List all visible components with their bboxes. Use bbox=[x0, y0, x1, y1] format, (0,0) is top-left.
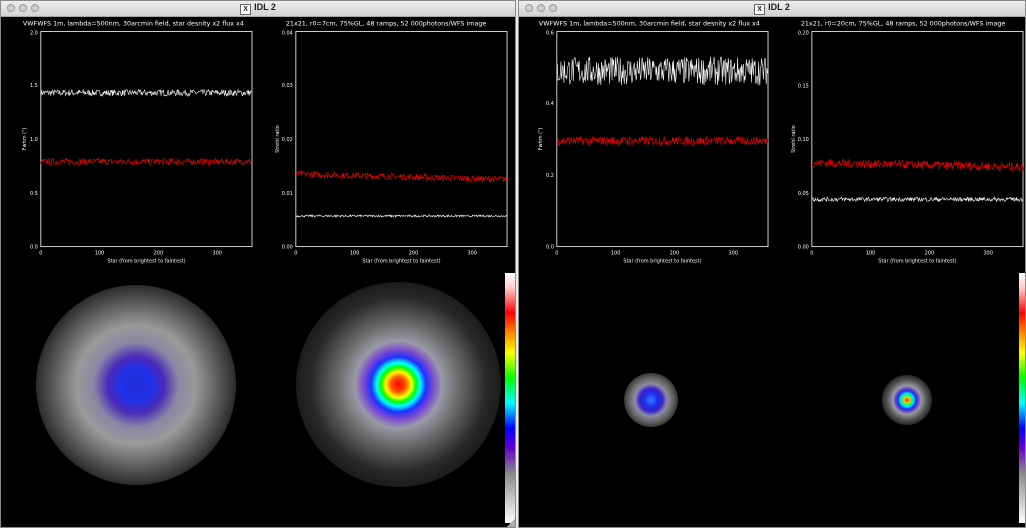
plot-frame bbox=[40, 31, 253, 248]
x-tick-label: 100 bbox=[95, 251, 104, 257]
x-tick-label: 300 bbox=[983, 251, 992, 257]
close-button[interactable] bbox=[7, 4, 15, 12]
plot-title: 21x21, r0=20cm, 75%GL, 48 ramps, 52 000p… bbox=[801, 20, 1006, 28]
series-line-1 bbox=[295, 213, 508, 218]
idl-window-2[interactable]: X IDL 2 VWFWFS 1m, lambda=500nm, 30arcmin… bbox=[518, 0, 1026, 528]
y-tick-label: 0.05 bbox=[798, 191, 809, 197]
x-axis-label: Star (from brightest to faintest) bbox=[623, 259, 701, 265]
fwhm-plot: VWFWFS 1m, lambda=500nm, 30arcmin field,… bbox=[22, 19, 253, 265]
minimize-button[interactable] bbox=[537, 4, 545, 12]
y-tick-label: 0.00 bbox=[798, 245, 809, 251]
series-line-0 bbox=[811, 158, 1024, 172]
x-tick-label: 0 bbox=[294, 251, 297, 257]
x-tick-label: 200 bbox=[670, 251, 679, 257]
x-tick-label: 300 bbox=[212, 251, 221, 257]
window-titlebar[interactable]: X IDL 2 bbox=[1, 1, 515, 17]
plot-frame bbox=[811, 31, 1024, 248]
y-tick-label: 0.6 bbox=[546, 30, 554, 36]
plot-title: VWFWFS 1m, lambda=500nm, 30arcmin field,… bbox=[539, 20, 760, 28]
plot-frame bbox=[295, 31, 508, 248]
window-title: IDL 2 bbox=[254, 2, 276, 12]
x-axis-label: Star (from brightest to faintest) bbox=[878, 259, 956, 265]
color-bar bbox=[1019, 273, 1025, 523]
psf-image-left bbox=[624, 373, 678, 427]
x-tick-label: 200 bbox=[154, 251, 163, 257]
x-axis-label: Star (from brightest to faintest) bbox=[107, 259, 185, 265]
window-title: IDL 2 bbox=[768, 2, 790, 12]
plots-panel: VWFWFS 1m, lambda=500nm, 30arcmin field,… bbox=[22, 19, 508, 265]
series-line-1 bbox=[40, 157, 253, 166]
zoom-button[interactable] bbox=[31, 4, 39, 12]
y-tick-label: 0.04 bbox=[282, 30, 293, 36]
y-tick-label: 1.5 bbox=[30, 83, 38, 89]
y-tick-label: 0.00 bbox=[282, 245, 293, 251]
y-axis-label: Strehl ratio bbox=[275, 125, 281, 153]
y-tick-label: 0.0 bbox=[546, 245, 554, 251]
x-axis-label: Star (from brightest to faintest) bbox=[362, 259, 440, 265]
y-tick-labels: 0.0 0.5 1.0 1.5 2.0 bbox=[30, 30, 38, 250]
y-tick-label: 0.20 bbox=[798, 30, 809, 36]
y-tick-label: 0.01 bbox=[282, 191, 293, 197]
color-bar bbox=[505, 273, 515, 523]
plots-panel: VWFWFS 1m, lambda=500nm, 30arcmin field,… bbox=[538, 20, 1024, 265]
plot-title: 21x21, r0=7cm, 75%GL, 48 ramps, 52 000ph… bbox=[286, 19, 486, 27]
y-axis-label: Fwhm (") bbox=[538, 128, 544, 151]
series-line-0 bbox=[40, 88, 253, 97]
minimize-button[interactable] bbox=[19, 4, 27, 12]
x-tick-label: 200 bbox=[925, 251, 934, 257]
x-tick-labels: 0 100 200 300 bbox=[555, 251, 738, 257]
psf-image-right bbox=[882, 375, 932, 425]
y-tick-label: 0.5 bbox=[30, 191, 38, 197]
y-axis-label: Fwhm (") bbox=[22, 128, 28, 151]
y-tick-labels: 0.00 0.01 0.02 0.03 0.04 bbox=[282, 30, 293, 250]
y-tick-label: 0.0 bbox=[30, 245, 38, 251]
plot-title: VWFWFS 1m, lambda=500nm, 30arcmin field,… bbox=[23, 19, 244, 27]
y-tick-labels: 0.0 0.2 0.4 0.6 bbox=[546, 30, 554, 250]
series-line-0 bbox=[556, 56, 769, 86]
idl-graphics-area: VWFWFS 1m, lambda=500nm, 30arcmin field,… bbox=[519, 17, 1025, 527]
x-tick-label: 300 bbox=[728, 251, 737, 257]
x-tick-label: 100 bbox=[866, 251, 875, 257]
y-tick-label: 0.4 bbox=[546, 101, 554, 107]
idl-window-1[interactable]: X IDL 2 VWFWFS 1m, lambda=500nm, 30arcmin… bbox=[0, 0, 516, 528]
y-tick-label: 2.0 bbox=[30, 30, 38, 36]
x-tick-label: 0 bbox=[555, 251, 558, 257]
strehl-plot: 21x21, r0=20cm, 75%GL, 48 ramps, 52 000p… bbox=[791, 20, 1024, 265]
fwhm-plot: VWFWFS 1m, lambda=500nm, 30arcmin field,… bbox=[538, 20, 769, 265]
y-tick-labels: 0.00 0.05 0.10 0.15 0.20 bbox=[798, 30, 809, 250]
resize-grip[interactable] bbox=[507, 519, 515, 527]
x11-icon: X bbox=[240, 4, 252, 15]
x-tick-labels: 0 100 200 300 bbox=[39, 251, 222, 257]
y-tick-label: 0.02 bbox=[282, 137, 293, 143]
y-tick-label: 0.03 bbox=[282, 83, 293, 89]
x-tick-label: 100 bbox=[611, 251, 620, 257]
series-line-1 bbox=[811, 196, 1024, 203]
psf-image-left bbox=[36, 285, 236, 485]
series-line-1 bbox=[556, 135, 769, 146]
y-tick-label: 0.10 bbox=[798, 137, 809, 143]
x-tick-label: 0 bbox=[810, 251, 813, 257]
window-titlebar[interactable]: X IDL 2 bbox=[519, 1, 1025, 17]
x-tick-label: 0 bbox=[39, 251, 42, 257]
x11-icon: X bbox=[754, 4, 766, 15]
x-tick-label: 200 bbox=[409, 251, 418, 257]
x-tick-labels: 0 100 200 300 bbox=[810, 251, 993, 257]
strehl-plot: 21x21, r0=7cm, 75%GL, 48 ramps, 52 000ph… bbox=[275, 19, 508, 265]
close-button[interactable] bbox=[525, 4, 533, 12]
zoom-button[interactable] bbox=[549, 4, 557, 12]
idl-graphics-area: VWFWFS 1m, lambda=500nm, 30arcmin field,… bbox=[1, 17, 515, 527]
y-tick-label: 0.2 bbox=[546, 173, 554, 179]
y-tick-label: 0.15 bbox=[798, 83, 809, 89]
x-tick-label: 300 bbox=[467, 251, 476, 257]
psf-image-right bbox=[296, 282, 501, 487]
x-tick-labels: 0 100 200 300 bbox=[294, 251, 477, 257]
y-tick-label: 1.0 bbox=[30, 137, 38, 143]
series-line-0 bbox=[295, 169, 508, 183]
y-axis-label: Strehl ratio bbox=[791, 125, 797, 153]
x-tick-label: 100 bbox=[350, 251, 359, 257]
